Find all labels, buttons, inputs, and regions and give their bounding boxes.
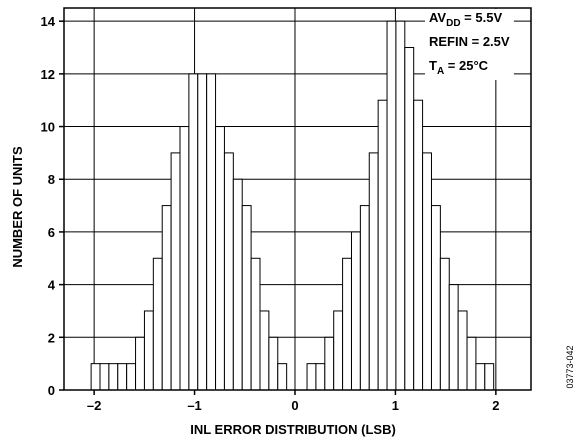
histogram-bar bbox=[350, 231, 361, 391]
histogram-bar bbox=[179, 126, 190, 391]
histogram-bar bbox=[430, 205, 441, 391]
histogram-bar bbox=[90, 363, 101, 391]
y-tick-label: 4 bbox=[48, 278, 56, 293]
histogram-bar bbox=[170, 152, 181, 391]
histogram-bar bbox=[268, 336, 279, 391]
histogram-bar bbox=[377, 99, 388, 391]
histogram-bar bbox=[359, 205, 370, 391]
histogram-bar bbox=[135, 336, 145, 391]
histogram-bar bbox=[466, 336, 477, 391]
histogram-bar bbox=[448, 284, 459, 391]
histogram-bar bbox=[117, 363, 128, 391]
histogram-bar bbox=[223, 152, 234, 391]
histogram-bar bbox=[439, 257, 450, 391]
figure-id: 03773-042 bbox=[565, 345, 575, 388]
x-tick-label: 0 bbox=[291, 398, 298, 413]
y-tick-label: 6 bbox=[48, 225, 55, 240]
x-tick-label: 1 bbox=[392, 398, 399, 413]
histogram-bar bbox=[250, 257, 261, 391]
y-tick-label: 2 bbox=[48, 330, 55, 345]
y-axis-title: NUMBER OF UNITS bbox=[10, 146, 25, 268]
histogram-bar bbox=[324, 336, 335, 391]
histogram-bar bbox=[143, 310, 154, 391]
histogram-bar bbox=[413, 99, 424, 391]
y-tick-label: 8 bbox=[48, 172, 55, 187]
legend-box: AVDD = 5.5V REFIN = 2.5V TA = 25°C bbox=[425, 9, 514, 80]
legend-background bbox=[425, 9, 514, 80]
histogram-bar bbox=[315, 363, 326, 391]
histogram-bar bbox=[342, 257, 352, 391]
histogram-bar bbox=[126, 363, 137, 391]
histogram-bar bbox=[368, 152, 379, 391]
histogram-bar bbox=[422, 152, 432, 391]
histogram-bar bbox=[152, 257, 163, 391]
histogram-bar bbox=[395, 20, 406, 391]
histogram-bar bbox=[99, 363, 110, 391]
histogram-bar bbox=[457, 310, 468, 391]
x-tick-label: –1 bbox=[187, 398, 201, 413]
histogram-bar bbox=[188, 73, 199, 391]
histogram-bar bbox=[232, 178, 243, 391]
y-tick-label: 10 bbox=[41, 120, 55, 135]
histogram-bar bbox=[475, 363, 486, 391]
histogram-bars bbox=[90, 20, 495, 391]
histogram-bar bbox=[306, 363, 317, 391]
histogram-bar bbox=[259, 310, 270, 391]
histogram-bar bbox=[108, 363, 119, 391]
histogram-bar bbox=[277, 363, 288, 391]
x-tick-label: –2 bbox=[87, 398, 101, 413]
histogram-bar bbox=[386, 20, 397, 391]
histogram-bar bbox=[241, 205, 252, 391]
y-tick-label: 0 bbox=[48, 383, 55, 398]
histogram-bar bbox=[404, 47, 415, 391]
histogram-bar bbox=[215, 126, 225, 391]
x-axis-title: INL ERROR DISTRIBUTION (LSB) bbox=[190, 422, 396, 437]
histogram-bar bbox=[197, 73, 208, 391]
legend-line-ta: TA = 25°C bbox=[429, 58, 489, 77]
histogram-bar bbox=[206, 73, 217, 391]
x-tick-label: 2 bbox=[492, 398, 499, 413]
histogram-bar bbox=[161, 205, 172, 391]
legend-line-refin: REFIN = 2.5V bbox=[429, 34, 510, 49]
legend-line-avdd: AVDD = 5.5V bbox=[429, 10, 502, 29]
histogram-bar bbox=[484, 363, 495, 391]
y-tick-label: 12 bbox=[41, 67, 55, 82]
y-tick-label: 14 bbox=[41, 14, 56, 29]
histogram-bar bbox=[333, 310, 344, 391]
plot-frame bbox=[63, 7, 532, 391]
